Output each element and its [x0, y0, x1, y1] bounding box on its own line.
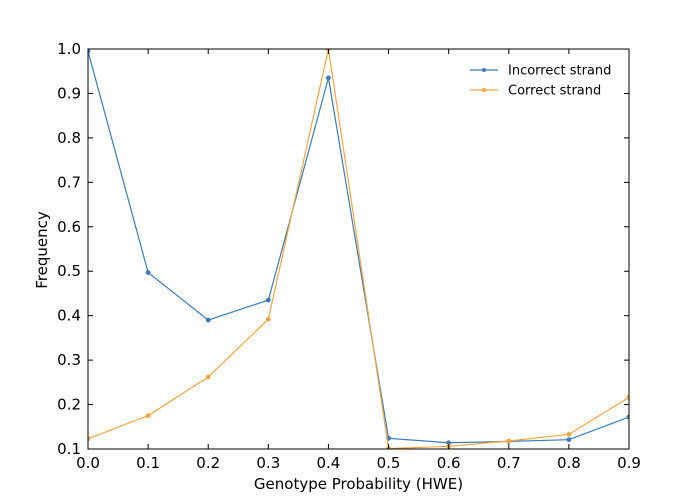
plot-frame: [87, 48, 630, 450]
y-tick-label: 1.0: [57, 40, 81, 58]
x-tick-label: 0.9: [617, 454, 641, 472]
x-tick-label: 0.5: [377, 454, 401, 472]
y-tick-label: 0.3: [57, 351, 81, 369]
y-tick-label: 0.5: [57, 262, 81, 280]
series-lines-layer: [88, 49, 629, 449]
data-point-1-3: [265, 316, 271, 322]
x-tick-label: 0.3: [256, 454, 280, 472]
y-tick-label: 0.7: [57, 173, 81, 191]
legend-marker-1: [482, 88, 486, 92]
x-tick-label: 0.6: [437, 454, 461, 472]
data-point-0-8: [566, 437, 572, 443]
y-tick-label: 0.6: [57, 218, 81, 236]
y-axis-label: Frequency: [33, 211, 51, 289]
y-tick-label: 0.2: [57, 396, 81, 414]
data-point-1-2: [205, 374, 211, 380]
data-point-1-8: [566, 431, 572, 437]
x-tick-label: 0.4: [317, 454, 341, 472]
x-tick-label: 0.1: [136, 454, 160, 472]
legend: Incorrect strand Correct strand: [470, 64, 611, 99]
data-point-0-4: [326, 75, 331, 81]
legend-marker-0: [482, 68, 486, 72]
plot-frame-layer: [87, 48, 630, 450]
y-tick-label: 0.8: [57, 129, 81, 147]
data-point-0-3: [265, 297, 271, 303]
x-tick-label: 0.0: [76, 454, 100, 472]
x-tick-label: 0.8: [557, 454, 581, 472]
data-point-0-1: [145, 270, 151, 275]
y-tick-label: 0.9: [57, 84, 81, 102]
data-point-1-1: [145, 413, 151, 419]
legend-label-0: Incorrect strand: [508, 64, 611, 79]
series-line-1: [88, 49, 629, 449]
data-point-1-7: [506, 438, 512, 444]
series-line-0: [88, 51, 629, 444]
ticks-layer: 0.0 0.1 0.2 0.3 0.4 0.5 0.6 0.7 0.8 0.90.10.20.30…: [57, 40, 641, 472]
legend-label-1: Correct strand: [508, 84, 601, 99]
x-tick-label: 0.2: [196, 454, 220, 472]
data-point-0-2: [205, 317, 211, 323]
y-tick-label: 0.1: [57, 440, 81, 458]
x-tick-label: 0.7: [497, 454, 521, 472]
x-axis-label: Genotype Probability (HWE): [254, 475, 463, 493]
y-tick-label: 0.4: [57, 307, 81, 325]
